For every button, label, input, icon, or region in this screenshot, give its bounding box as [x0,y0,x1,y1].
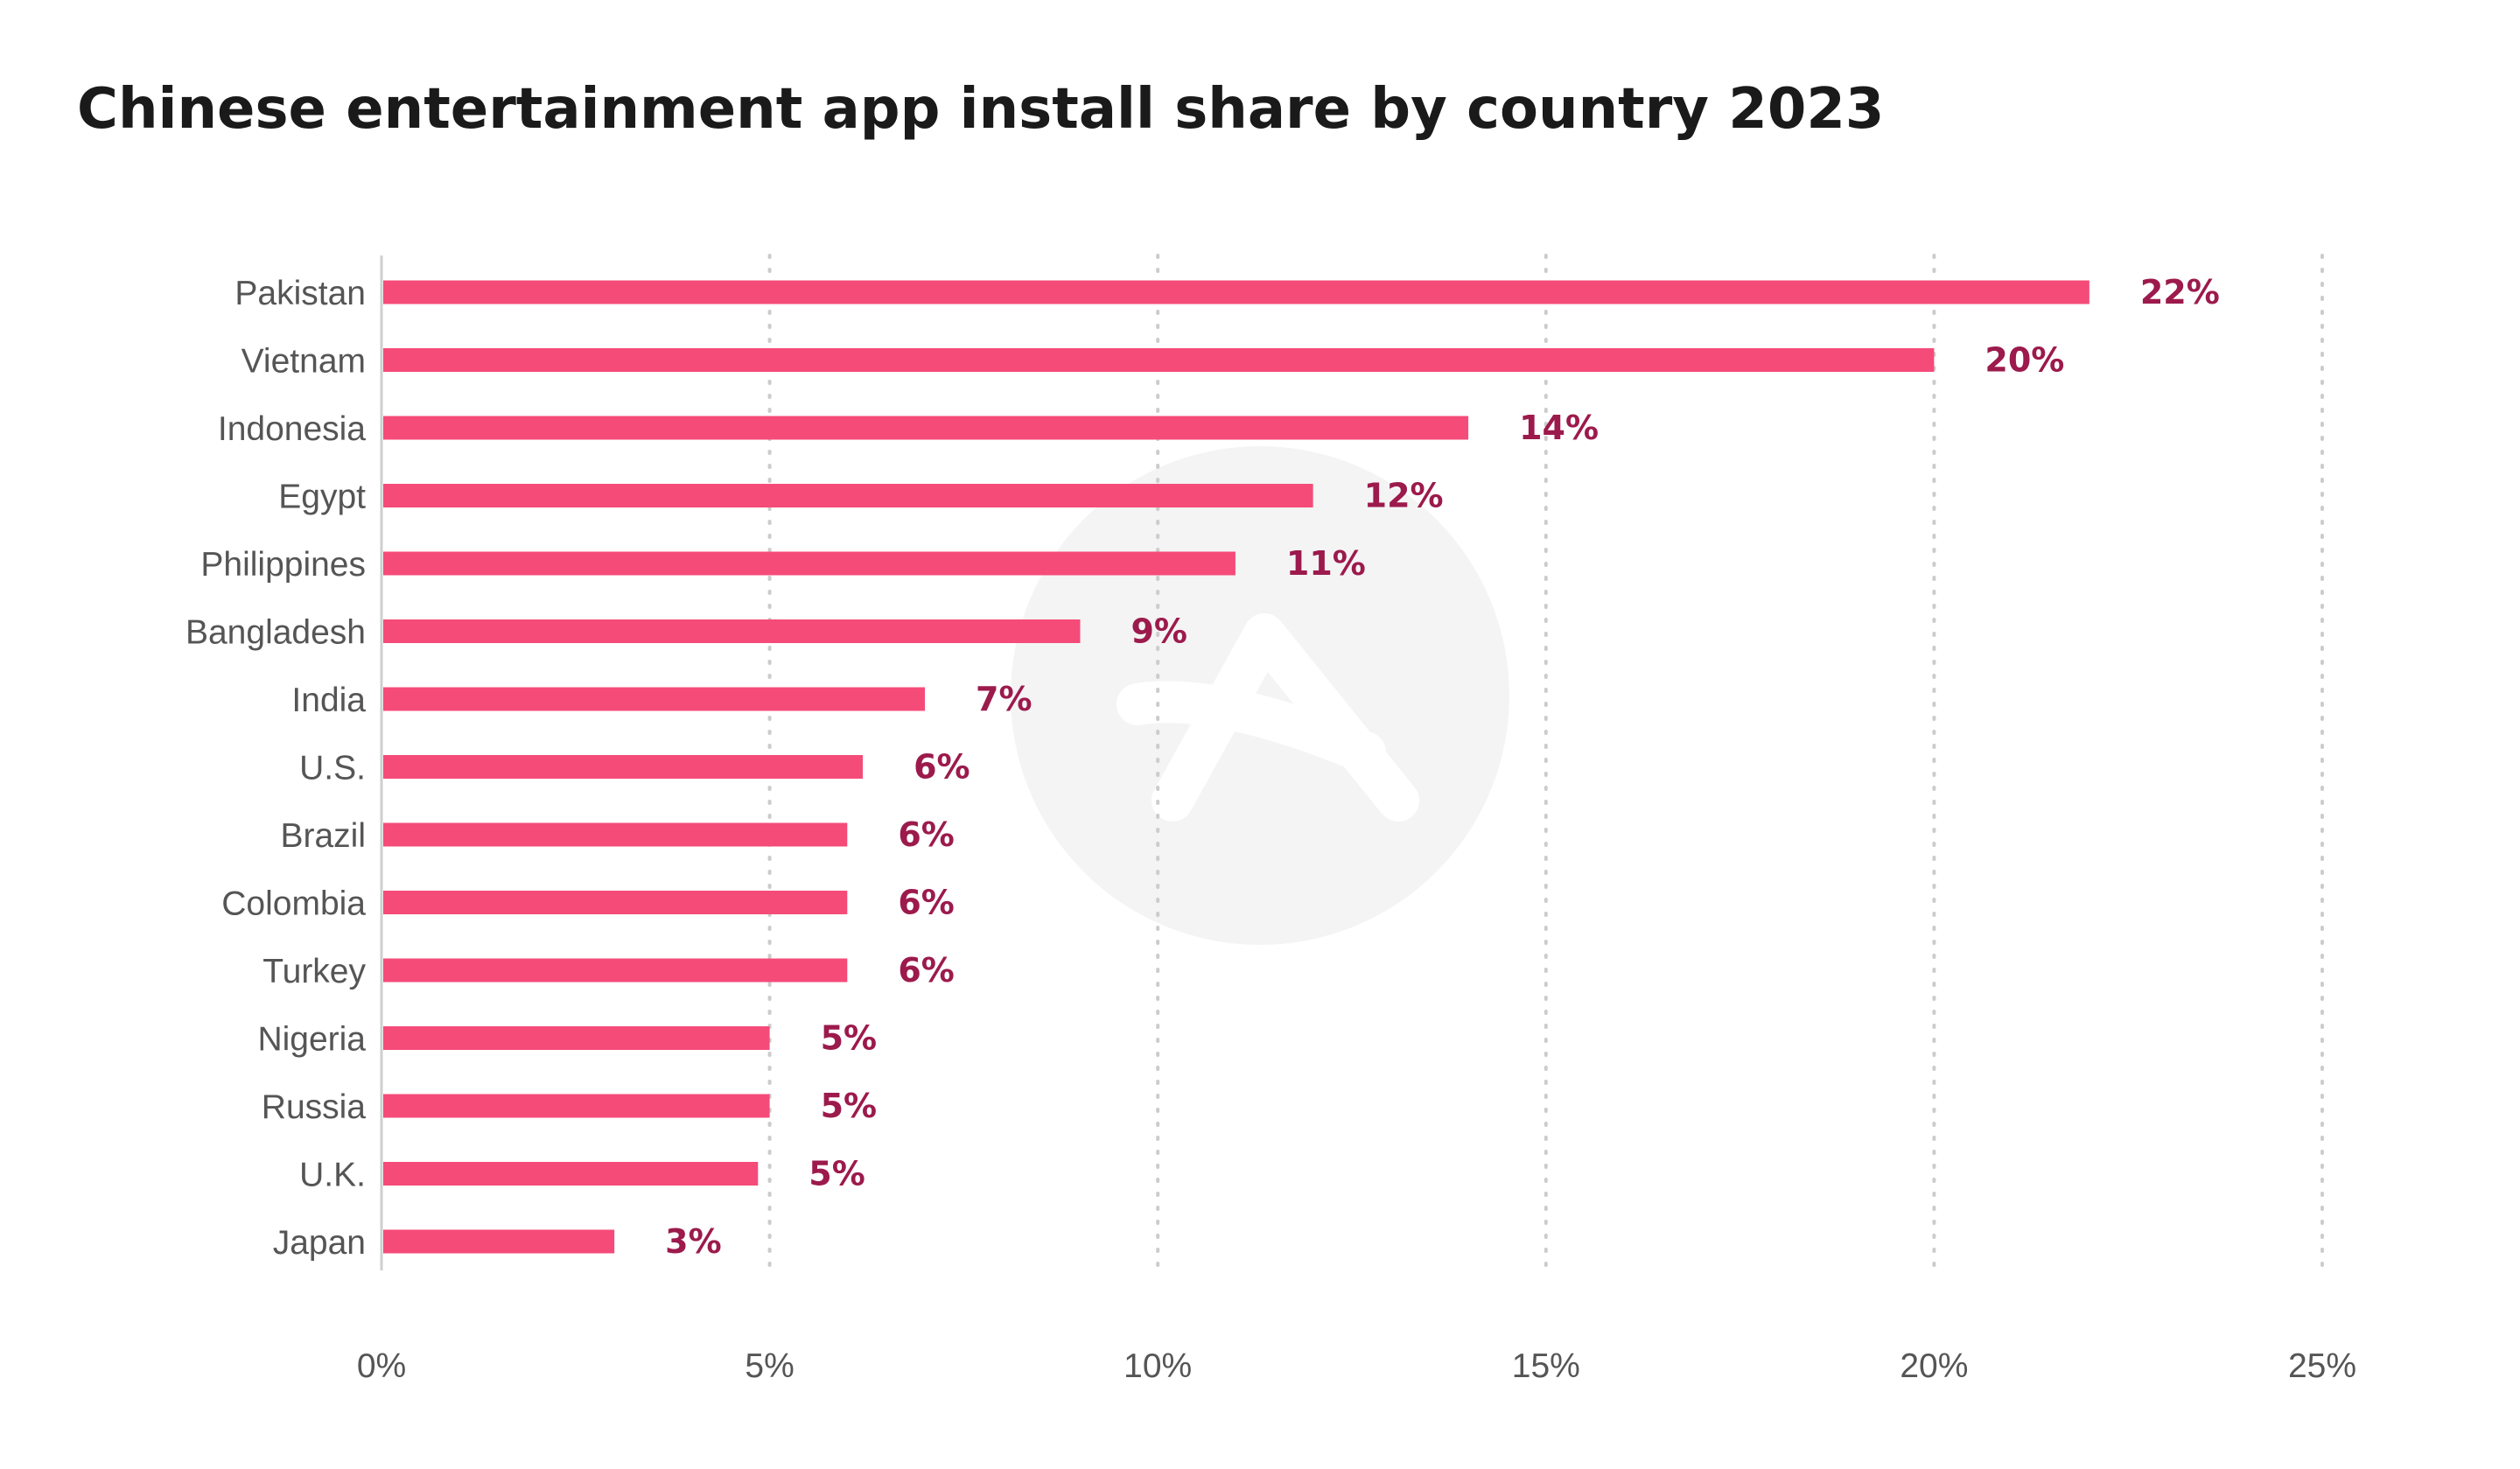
bar [383,687,926,711]
category-label: Nigeria [257,1021,366,1059]
bar [383,416,1469,440]
x-tick-label: 5% [745,1347,794,1385]
category-label: U.K. [299,1157,366,1194]
x-tick-label: 25% [2288,1347,2356,1385]
category-labels: Pakistan Vietnam Indonesia Egypt Philippines… [186,275,367,1262]
value-labels: 22%20%14%12%11%9%7%6%6%6%6%5%5%5%3% [665,273,2220,1261]
data-label: 12% [1364,477,1444,515]
bar [383,1094,770,1118]
data-label: 6% [898,815,955,854]
category-label: Brazil [280,817,366,855]
category-label: Indonesia [218,410,366,448]
category-label: Bangladesh [186,614,366,652]
x-tick-label: 20% [1900,1347,1968,1385]
category-label: Egypt [278,479,366,516]
category-label: Vietnam [242,343,366,381]
grid-lines [767,254,2324,1272]
bar [383,619,1081,643]
data-label: 6% [914,748,970,787]
bar [383,891,848,914]
bar [383,755,864,779]
data-label: 3% [665,1222,722,1261]
category-label: Pakistan [234,275,366,312]
bar [383,551,1236,576]
x-tick-label: 10% [1124,1347,1192,1385]
bar [383,958,848,983]
bars [383,280,2090,1254]
data-label: 9% [1130,612,1187,651]
bar [383,822,848,847]
data-label: 5% [821,1019,878,1058]
data-label: 11% [1286,544,1366,583]
data-label: 22% [2140,273,2220,311]
data-label: 5% [808,1155,865,1193]
watermark-logo [1011,446,1509,945]
data-label: 14% [1519,409,1599,447]
category-label: Colombia [221,885,366,923]
x-axis-tick-labels: 0% 5% 10% 15% 20% 25% [357,1347,2356,1385]
category-label: Russia [262,1088,367,1126]
x-tick-label: 15% [1512,1347,1580,1385]
category-label: Turkey [262,953,366,990]
bar [383,1229,615,1254]
category-label: U.S. [299,750,366,787]
data-label: 5% [821,1087,878,1125]
bar [383,280,2090,304]
bar [383,1026,770,1050]
bar [383,1162,759,1186]
category-label: Japan [273,1224,366,1262]
data-label: 6% [898,884,955,922]
category-label: India [291,682,366,719]
chart-title: Chinese entertainment app install share … [77,77,1884,142]
bar [383,484,1313,507]
data-label: 20% [1984,341,2064,380]
bar [383,348,1935,372]
category-label: Philippines [200,546,366,584]
data-label: 6% [898,951,955,990]
data-label: 7% [976,680,1032,718]
x-tick-label: 0% [357,1347,406,1385]
